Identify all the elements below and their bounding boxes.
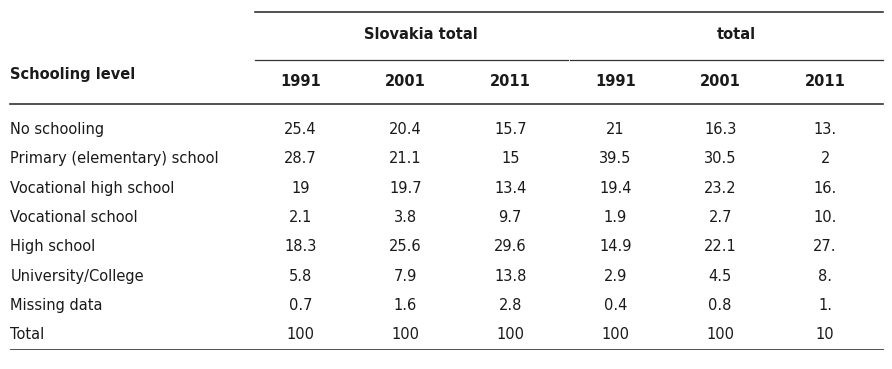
Text: Total: Total: [11, 327, 45, 342]
Text: 13.4: 13.4: [494, 181, 526, 196]
Text: 20.4: 20.4: [389, 122, 422, 137]
Text: Vocational high school: Vocational high school: [11, 181, 175, 196]
Text: 100: 100: [496, 327, 524, 342]
Text: 39.5: 39.5: [599, 151, 632, 166]
Text: 100: 100: [286, 327, 315, 342]
Text: 3.8: 3.8: [393, 210, 417, 225]
Text: 18.3: 18.3: [285, 239, 317, 254]
Text: 0.4: 0.4: [604, 298, 627, 313]
Text: 21.1: 21.1: [389, 151, 422, 166]
Text: 19.4: 19.4: [599, 181, 632, 196]
Text: 100: 100: [601, 327, 629, 342]
Text: 100: 100: [392, 327, 419, 342]
Text: 2001: 2001: [385, 75, 425, 89]
Text: 13.: 13.: [814, 122, 837, 137]
Text: 15: 15: [501, 151, 519, 166]
Text: 100: 100: [706, 327, 734, 342]
Text: 1.9: 1.9: [604, 210, 627, 225]
Text: Slovakia total: Slovakia total: [364, 27, 478, 42]
Text: 7.9: 7.9: [393, 269, 417, 283]
Text: 1.: 1.: [818, 298, 832, 313]
Text: 15.7: 15.7: [494, 122, 526, 137]
Text: 23.2: 23.2: [704, 181, 737, 196]
Text: 19.7: 19.7: [389, 181, 422, 196]
Text: 2.9: 2.9: [604, 269, 627, 283]
Text: 1.6: 1.6: [393, 298, 417, 313]
Text: 21: 21: [606, 122, 624, 137]
Text: 16.3: 16.3: [704, 122, 736, 137]
Text: 0.7: 0.7: [289, 298, 312, 313]
Text: 2.8: 2.8: [499, 298, 522, 313]
Text: total: total: [716, 27, 756, 42]
Text: 2011: 2011: [805, 75, 846, 89]
Text: 5.8: 5.8: [289, 269, 312, 283]
Text: 22.1: 22.1: [704, 239, 737, 254]
Text: Missing data: Missing data: [11, 298, 103, 313]
Text: 10: 10: [816, 327, 834, 342]
Text: 1991: 1991: [595, 75, 636, 89]
Text: High school: High school: [11, 239, 95, 254]
Text: 27.: 27.: [814, 239, 837, 254]
Text: 28.7: 28.7: [284, 151, 317, 166]
Text: 9.7: 9.7: [499, 210, 522, 225]
Text: 2.1: 2.1: [289, 210, 312, 225]
Text: 14.9: 14.9: [599, 239, 632, 254]
Text: 2: 2: [821, 151, 830, 166]
Text: 2001: 2001: [699, 75, 740, 89]
Text: No schooling: No schooling: [11, 122, 104, 137]
Text: 19: 19: [291, 181, 310, 196]
Text: 8.: 8.: [818, 269, 832, 283]
Text: 2.7: 2.7: [708, 210, 732, 225]
Text: 25.6: 25.6: [389, 239, 422, 254]
Text: Primary (elementary) school: Primary (elementary) school: [11, 151, 219, 166]
Text: 30.5: 30.5: [704, 151, 737, 166]
Text: 16.: 16.: [814, 181, 837, 196]
Text: 25.4: 25.4: [285, 122, 317, 137]
Text: Vocational school: Vocational school: [11, 210, 138, 225]
Text: 0.8: 0.8: [708, 298, 731, 313]
Text: 29.6: 29.6: [494, 239, 526, 254]
Text: 4.5: 4.5: [708, 269, 731, 283]
Text: Schooling level: Schooling level: [11, 67, 136, 82]
Text: 10.: 10.: [814, 210, 837, 225]
Text: University/College: University/College: [11, 269, 144, 283]
Text: 1991: 1991: [280, 75, 321, 89]
Text: 13.8: 13.8: [494, 269, 526, 283]
Text: 2011: 2011: [490, 75, 531, 89]
